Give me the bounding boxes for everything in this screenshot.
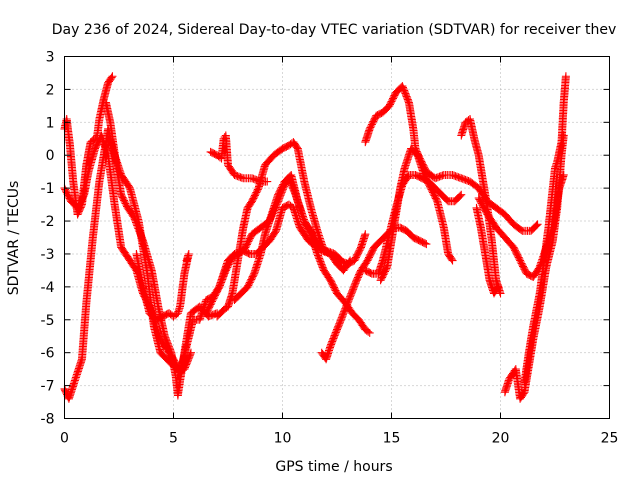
- data-point: [456, 191, 465, 200]
- data-point: [493, 284, 502, 293]
- grid: [64, 56, 610, 419]
- data-point: [448, 256, 457, 265]
- x-tick-label: 15: [383, 431, 401, 447]
- y-axis-label: SDTVAR / TECUs: [6, 181, 22, 296]
- y-tick-label: -6: [41, 346, 55, 362]
- data-point: [364, 327, 373, 336]
- data-point: [263, 177, 272, 186]
- data-point: [107, 73, 116, 82]
- y-tick-label: -5: [41, 313, 55, 329]
- y-tick-label: 1: [46, 115, 55, 131]
- y-tick-label: 2: [46, 82, 55, 98]
- data-point: [182, 256, 191, 265]
- data-point: [532, 221, 541, 230]
- series-track-13: [361, 82, 542, 235]
- y-tick-label: 0: [46, 148, 55, 164]
- data-point: [361, 230, 370, 239]
- data-point: [183, 253, 192, 262]
- series-track-18: [520, 72, 570, 387]
- y-tick-label: -4: [41, 280, 55, 296]
- x-tick-label: 20: [492, 431, 510, 447]
- x-axis-label: GPS time / hours: [275, 459, 392, 475]
- data-point: [494, 282, 503, 291]
- data-point: [561, 72, 570, 81]
- x-tick-label: 25: [601, 431, 619, 447]
- data-point: [365, 328, 374, 337]
- axis-ticks: [64, 56, 610, 419]
- series-track-15: [472, 203, 503, 298]
- series-track-2: [60, 72, 117, 219]
- x-tick-label: 0: [60, 431, 69, 447]
- data-point: [422, 240, 431, 249]
- series-track-8: [213, 138, 370, 321]
- chart-title: Day 236 of 2024, Sidereal Day-to-day VTE…: [52, 22, 616, 38]
- series-track-9: [206, 131, 272, 186]
- series-track-5: [132, 250, 193, 324]
- data-point: [108, 72, 117, 81]
- data-point: [447, 255, 456, 264]
- y-tick-label: -8: [41, 412, 55, 428]
- data-point: [533, 220, 542, 229]
- data-point: [174, 305, 183, 314]
- x-tick-label: 5: [169, 431, 178, 447]
- series-track-14: [457, 115, 505, 298]
- data-marks: [60, 72, 570, 403]
- tick-labels: 0 5 10 15 20 25 -8 -7 -6 -5 -4 -3 -2 -1 0 1 2 3: [41, 50, 619, 447]
- y-tick-label: -2: [41, 214, 55, 230]
- data-point: [457, 190, 466, 199]
- y-tick-label: -7: [41, 379, 55, 395]
- series-track-12: [361, 171, 466, 278]
- x-tick-label: 10: [274, 431, 292, 447]
- plot-frame: [64, 56, 610, 419]
- y-tick-label: -1: [41, 181, 55, 197]
- y-tick-label: 3: [46, 50, 55, 66]
- y-tick-label: -3: [41, 247, 55, 263]
- series-track-7: [230, 171, 374, 337]
- data-point: [421, 239, 430, 248]
